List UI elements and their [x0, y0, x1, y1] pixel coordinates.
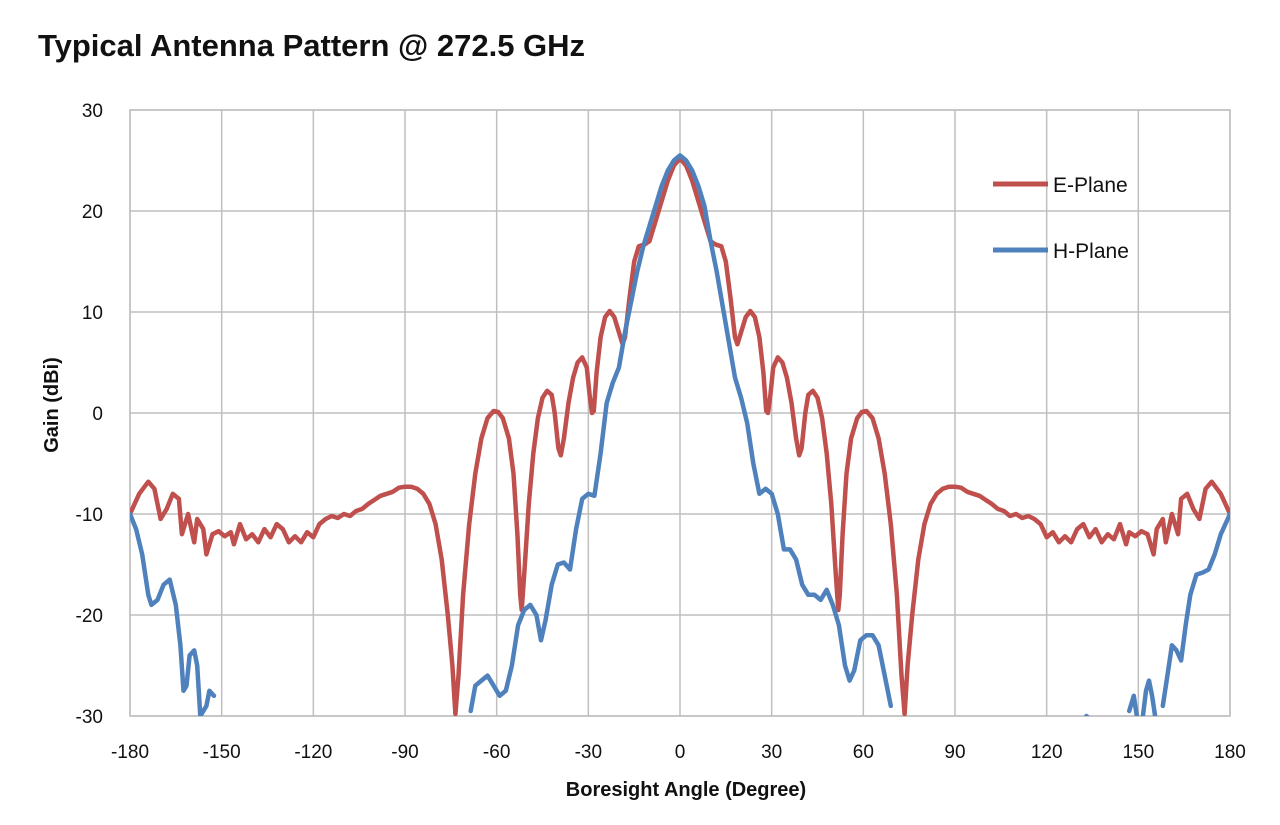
- legend-label-e-plane: E-Plane: [1053, 174, 1128, 197]
- plot-area-frame: [129, 109, 1231, 717]
- series-line-h-plane: [130, 153, 1230, 716]
- x-tick-label: 30: [761, 742, 782, 763]
- y-axis-label: Gain (dBi): [41, 357, 63, 453]
- x-tick-label: -150: [203, 742, 241, 763]
- x-tick-label: -60: [483, 742, 510, 763]
- y-tick-label: 20: [82, 202, 103, 223]
- series-line-e-plane: [130, 156, 1230, 716]
- y-tick-label: 10: [82, 303, 103, 324]
- x-axis-label: Boresight Angle (Degree): [566, 779, 806, 801]
- y-tick-label: -20: [76, 606, 103, 627]
- tick-labels: -180 -150 -120 -90 -60 -30 0 30 60 90 120 150 180 -30…: [76, 101, 1246, 763]
- y-tick-label: 0: [92, 404, 103, 425]
- legend-label-h-plane: H-Plane: [1053, 240, 1129, 263]
- chart-title: Typical Antenna Pattern @ 272.5 GHz: [38, 28, 586, 63]
- x-tick-label: -30: [575, 742, 602, 763]
- x-tick-label: 180: [1214, 742, 1246, 763]
- x-tick-label: 150: [1122, 742, 1154, 763]
- x-tick-label: -120: [294, 742, 332, 763]
- x-tick-label: 90: [944, 742, 965, 763]
- legend: E-Plane H-Plane: [993, 174, 1129, 263]
- y-tick-label: 30: [82, 101, 103, 122]
- x-tick-label: -180: [111, 742, 149, 763]
- grid-lines: [129, 109, 1231, 717]
- x-tick-label: 60: [853, 742, 874, 763]
- y-tick-label: -10: [76, 505, 103, 526]
- x-tick-label: -90: [391, 742, 418, 763]
- x-tick-label: 0: [675, 742, 686, 763]
- y-tick-label: -30: [76, 707, 103, 728]
- series-layer: [130, 153, 1230, 716]
- x-tick-label: 120: [1031, 742, 1063, 763]
